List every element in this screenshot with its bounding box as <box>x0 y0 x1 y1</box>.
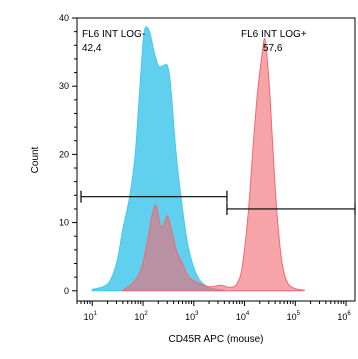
y-tick-label: 10 <box>59 218 69 228</box>
x-tick-label: 103 <box>185 311 199 322</box>
y-axis: 0 10 20 30 40 <box>59 13 77 296</box>
gate-labels: FL6 INT LOG- 42,4 FL6 INT LOG+ 57,6 <box>82 29 307 54</box>
histogram-series-1 <box>91 26 225 292</box>
y-tick-label: 20 <box>59 149 69 159</box>
series-fills <box>91 26 305 292</box>
y-tick-label: 30 <box>59 81 69 91</box>
gate-2-percent: 57,6 <box>263 43 283 54</box>
plot-area-border <box>76 17 356 302</box>
x-tick-label: 104 <box>236 311 250 322</box>
gate-1-percent: 42,4 <box>82 43 102 54</box>
gate-marker-1 <box>80 190 228 203</box>
y-tick-label: 40 <box>59 13 69 23</box>
histogram-series-2 <box>122 37 305 292</box>
gate-markers <box>80 190 356 215</box>
gate-1-name: FL6 INT LOG- <box>82 29 145 40</box>
y-tick-label: 0 <box>64 286 69 296</box>
x-axis: 101 102 103 104 105 106 <box>76 301 351 322</box>
x-tick-label: 101 <box>84 311 98 322</box>
gate-marker-2 <box>226 202 356 215</box>
y-axis-title: Count <box>30 146 41 173</box>
gate-2-name: FL6 INT LOG+ <box>241 29 307 40</box>
x-tick-label: 102 <box>134 311 148 322</box>
x-axis-title: CD45R APC (mouse) <box>168 334 263 345</box>
x-tick-label: 105 <box>287 311 301 322</box>
x-tick-label: 106 <box>337 311 351 322</box>
